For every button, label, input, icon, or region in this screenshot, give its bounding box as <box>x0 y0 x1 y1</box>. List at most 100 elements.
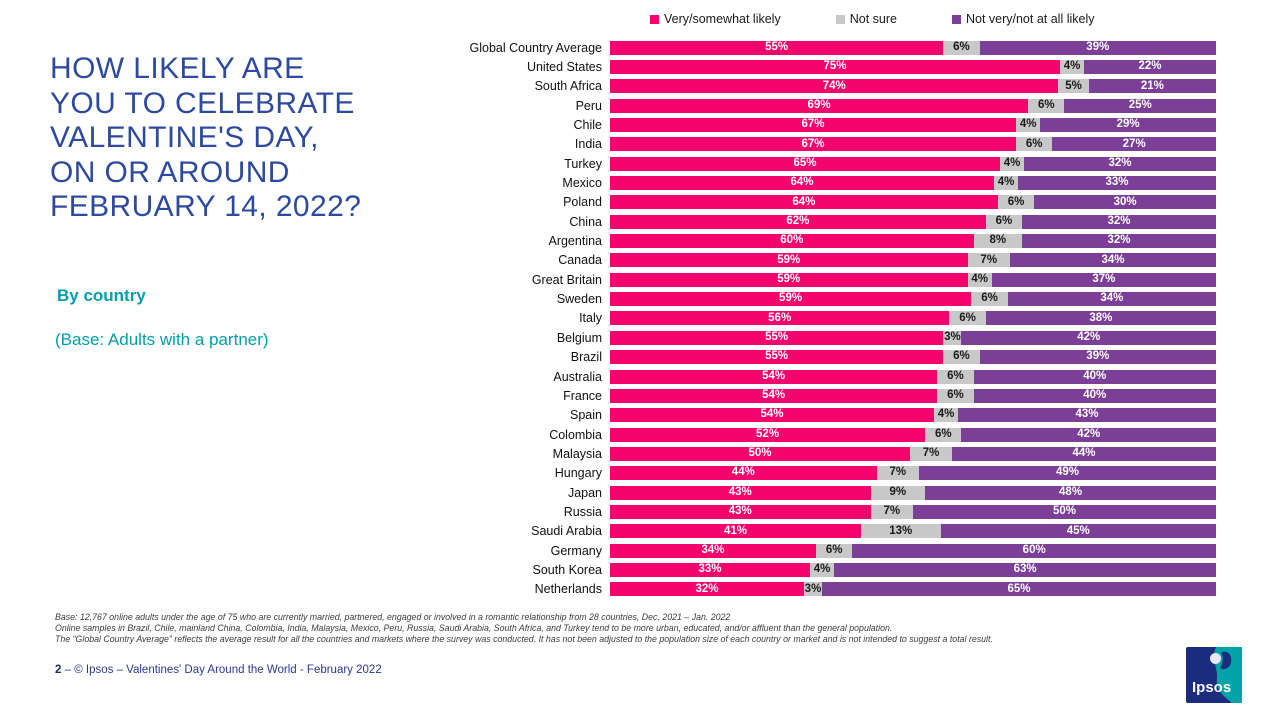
footnote-line: Base: 12,767 online adults under the age… <box>55 612 731 622</box>
bar-value-label: 55% <box>765 331 789 344</box>
bar-value-label: 50% <box>748 447 772 460</box>
bar-segment: 6% <box>971 292 1008 307</box>
bar-value-label: 44% <box>731 466 755 479</box>
bar-segment: 6% <box>937 369 974 384</box>
legend-label: Not very/not at all likely <box>965 12 1095 26</box>
bar-segment: 7% <box>910 446 952 461</box>
bar-segment: 64% <box>610 195 998 210</box>
bar-segment: 4% <box>934 408 958 423</box>
bar-segment: 34% <box>1007 292 1216 307</box>
bar-value-label: 6% <box>947 389 964 402</box>
country-label: France <box>563 388 602 403</box>
bar-value-label: 62% <box>786 215 810 228</box>
bar-value-label: 6% <box>1037 98 1055 111</box>
bar-value-label: 64% <box>790 176 814 189</box>
country-label: Turkey <box>564 156 602 171</box>
bar-value-label: 67% <box>801 137 825 150</box>
bar-segment: 75% <box>610 60 1060 75</box>
chart-legend: Very/somewhat likely Not sure Not very/not… <box>650 12 1095 26</box>
bar-value-label: 59% <box>777 273 801 286</box>
chart-row: Saudi Arabia 41% 13% 45% <box>432 522 1216 541</box>
bar-value-label: 32% <box>695 582 719 595</box>
bar-chart: Global Country Average 55% 6% 39% United Sta… <box>432 38 1216 599</box>
chart-row: India 67% 6% 27% <box>432 135 1216 154</box>
bar-value-label: 34% <box>1101 253 1125 266</box>
chart-row: Global Country Average 55% 6% 39% <box>432 38 1216 57</box>
bar-segment: 40% <box>973 388 1216 403</box>
bar-segment: 41% <box>610 524 861 539</box>
bar-segment: 3% <box>943 330 962 345</box>
stacked-bar: 59% 4% 37% <box>610 272 1216 287</box>
legend-swatch <box>650 14 659 24</box>
bar-value-label: 74% <box>822 79 846 92</box>
legend-label: Very/somewhat likely <box>664 12 781 26</box>
bar-value-label: 43% <box>728 505 752 518</box>
country-label: Global Country Average <box>469 40 603 55</box>
bar-segment: 6% <box>1028 98 1065 113</box>
legend-swatch <box>835 14 845 24</box>
bar-segment: 50% <box>912 504 1216 519</box>
bar-segment: 37% <box>991 272 1216 287</box>
country-label: Malaysia <box>552 446 602 461</box>
legend-item: Not sure <box>835 12 897 26</box>
bar-segment: 32% <box>1022 234 1216 249</box>
stacked-bar: 60% 8% 32% <box>610 234 1216 249</box>
bar-segment: 32% <box>1024 156 1216 171</box>
bar-segment: 25% <box>1064 98 1216 113</box>
country-label: Hungary <box>554 466 602 481</box>
bar-value-label: 33% <box>698 563 722 576</box>
chart-row: Poland 64% 6% 30% <box>432 193 1216 212</box>
bar-value-label: 3% <box>804 582 822 595</box>
bar-segment: 21% <box>1088 79 1216 94</box>
bar-segment: 63% <box>834 562 1216 577</box>
bar-segment: 32% <box>1022 214 1216 229</box>
bar-segment: 67% <box>610 137 1017 152</box>
country-label: Canada <box>558 253 602 268</box>
bar-value-label: 50% <box>1052 505 1076 518</box>
page-number: 2 <box>55 664 62 676</box>
bar-value-label: 75% <box>823 60 847 73</box>
bar-value-label: 43% <box>728 485 752 498</box>
bar-value-label: 52% <box>756 427 780 440</box>
bar-value-label: 65% <box>1007 582 1031 595</box>
bar-value-label: 9% <box>889 485 907 498</box>
stacked-bar: 33% 4% 63% <box>610 562 1216 577</box>
bar-segment: 29% <box>1040 118 1216 133</box>
bar-value-label: 25% <box>1128 98 1152 111</box>
bar-value-label: 4% <box>997 176 1015 189</box>
stacked-bar: 55% 3% 42% <box>610 330 1216 345</box>
base-note: (Base: Adults with a partner) <box>55 330 269 349</box>
title-line: YOU TO CELEBRATE <box>50 86 355 120</box>
title-line: ON OR AROUND <box>50 155 290 189</box>
chart-row: South Africa 74% 5% 21% <box>432 77 1216 96</box>
bar-segment: 52% <box>610 427 926 442</box>
country-label: Chile <box>573 118 603 133</box>
bar-value-label: 6% <box>825 543 843 556</box>
chart-row: Mexico 64% 4% 33% <box>432 173 1216 192</box>
bar-segment: 34% <box>1009 253 1216 268</box>
logo-text: Ipsos <box>1192 679 1231 696</box>
bar-value-label: 60% <box>780 234 804 247</box>
stacked-bar: 34% 6% 60% <box>610 543 1216 558</box>
legend-item: Very/somewhat likely <box>650 12 781 26</box>
subtitle: By country <box>57 286 146 305</box>
bar-segment: 27% <box>1052 137 1216 152</box>
country-label: Netherlands <box>534 582 602 597</box>
bar-segment: 5% <box>1058 79 1089 94</box>
bar-value-label: 54% <box>762 389 786 402</box>
chart-row: Italy 56% 6% 38% <box>432 309 1216 328</box>
bar-segment: 59% <box>610 272 968 287</box>
stacked-bar: 54% 4% 43% <box>610 408 1216 423</box>
chart-row: Sweden 59% 6% 34% <box>432 289 1216 308</box>
country-label: India <box>574 137 602 152</box>
bar-segment: 22% <box>1084 60 1216 75</box>
bar-segment: 34% <box>610 543 817 558</box>
bar-segment: 50% <box>610 446 910 461</box>
bar-segment: 43% <box>610 485 871 500</box>
bar-segment: 39% <box>979 350 1216 365</box>
bar-segment: 49% <box>919 466 1216 481</box>
bar-value-label: 6% <box>953 40 970 53</box>
bar-value-label: 32% <box>1108 156 1132 169</box>
bar-value-label: 6% <box>1007 195 1025 208</box>
bar-value-label: 64% <box>792 195 816 208</box>
